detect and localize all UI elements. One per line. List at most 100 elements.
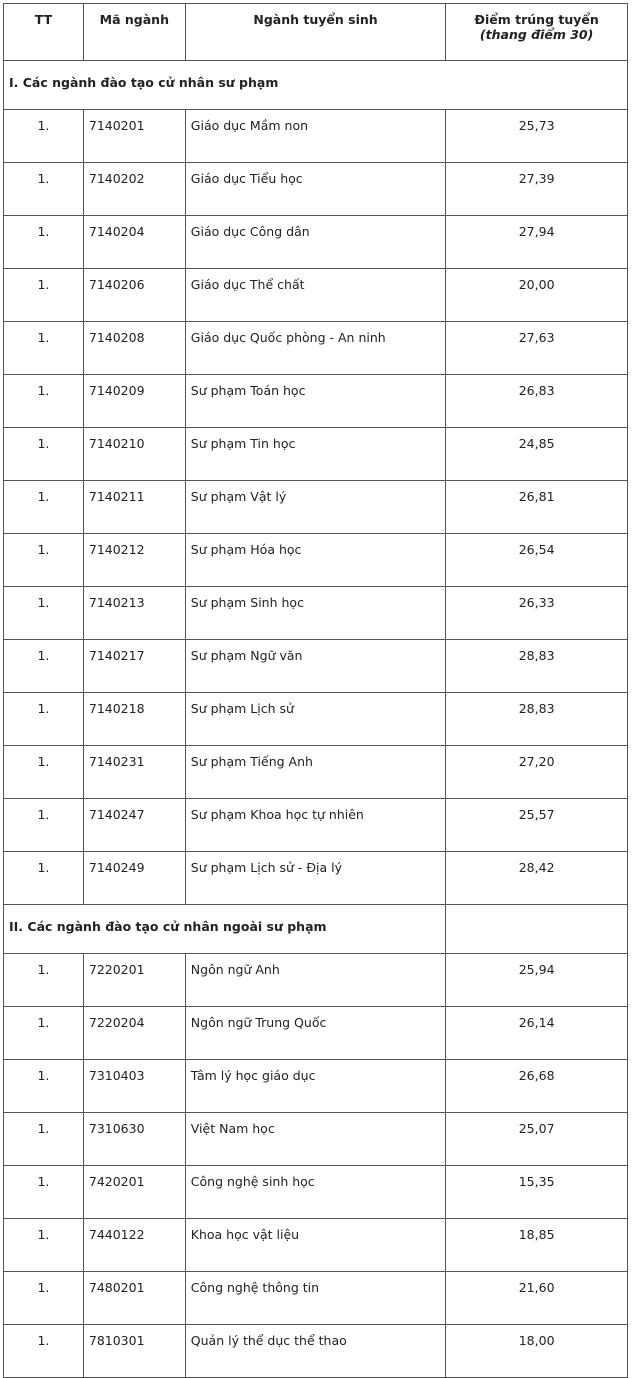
cell-major: Sư phạm Khoa học tự nhiên <box>184 798 447 852</box>
cell-code: 7140218 <box>82 692 186 746</box>
cell-major: Giáo dục Tiểu học <box>184 162 447 216</box>
cell-tt: 1. <box>3 321 84 375</box>
cell-tt: 1. <box>3 374 84 428</box>
cell-score: 28,83 <box>445 639 628 693</box>
admission-scores-table: TT Mã ngành Ngành tuyển sinh Điểm trúng … <box>2 3 628 1378</box>
table-row: 1. 7140212 Sư phạm Hóa học 26,54 <box>3 533 628 587</box>
cell-major: Sư phạm Sinh học <box>184 586 447 640</box>
cell-major: Giáo dục Công dân <box>184 215 447 269</box>
section-title: I. Các ngành đào tạo cử nhân sư phạm <box>3 60 628 110</box>
cell-score: 26,68 <box>445 1059 628 1113</box>
header-major: Ngành tuyển sinh <box>184 3 447 61</box>
cell-code: 7140211 <box>82 480 186 534</box>
table-row: 1. 7140206 Giáo dục Thể chất 20,00 <box>3 268 628 322</box>
cell-tt: 1. <box>3 586 84 640</box>
cell-code: 7140231 <box>82 745 186 799</box>
cell-score: 28,42 <box>445 851 628 905</box>
cell-score: 21,60 <box>445 1271 628 1325</box>
table-row: 1. 7440122 Khoa học vật liệu 18,85 <box>3 1218 628 1272</box>
cell-code: 7140212 <box>82 533 186 587</box>
cell-tt: 1. <box>3 109 84 163</box>
cell-major: Việt Nam học <box>184 1112 447 1166</box>
cell-major: Công nghệ sinh học <box>184 1165 447 1219</box>
cell-tt: 1. <box>3 268 84 322</box>
cell-tt: 1. <box>3 798 84 852</box>
cell-score: 27,39 <box>445 162 628 216</box>
cell-score: 26,83 <box>445 374 628 428</box>
cell-major: Sư phạm Lịch sử - Địa lý <box>184 851 447 905</box>
cell-score: 25,73 <box>445 109 628 163</box>
cell-score: 25,57 <box>445 798 628 852</box>
cell-score: 15,35 <box>445 1165 628 1219</box>
cell-major: Ngôn ngữ Anh <box>184 953 447 1007</box>
cell-code: 7440122 <box>82 1218 186 1272</box>
cell-major: Sư phạm Lịch sử <box>184 692 447 746</box>
table-row: 1. 7810301 Quản lý thể dục thể thao 18,0… <box>3 1324 628 1378</box>
cell-tt: 1. <box>3 1218 84 1272</box>
cell-code: 7140204 <box>82 215 186 269</box>
cell-major: Ngôn ngữ Trung Quốc <box>184 1006 447 1060</box>
cell-major: Sư phạm Tiếng Anh <box>184 745 447 799</box>
cell-tt: 1. <box>3 639 84 693</box>
cell-major: Tâm lý học giáo dục <box>184 1059 447 1113</box>
cell-code: 7310403 <box>82 1059 186 1113</box>
cell-tt: 1. <box>3 692 84 746</box>
table-row: 1. 7480201 Công nghệ thông tin 21,60 <box>3 1271 628 1325</box>
section-row: II. Các ngành đào tạo cử nhân ngoài sư p… <box>2 904 628 954</box>
header-row: TT Mã ngành Ngành tuyển sinh Điểm trúng … <box>3 3 628 61</box>
cell-score: 28,83 <box>445 692 628 746</box>
table-row: 1. 7140249 Sư phạm Lịch sử - Địa lý 28,4… <box>3 851 628 905</box>
cell-code: 7140209 <box>82 374 186 428</box>
cell-score: 18,85 <box>445 1218 628 1272</box>
table-row: 1. 7140247 Sư phạm Khoa học tự nhiên 25,… <box>3 798 628 852</box>
table-row: 1. 7220201 Ngôn ngữ Anh 25,94 <box>3 953 628 1007</box>
cell-score: 18,00 <box>445 1324 628 1378</box>
table-row: 1. 7140211 Sư phạm Vật lý 26,81 <box>3 480 628 534</box>
section-empty-cell <box>445 904 628 954</box>
cell-major: Quản lý thể dục thể thao <box>184 1324 447 1378</box>
cell-tt: 1. <box>3 1324 84 1378</box>
cell-code: 7140206 <box>82 268 186 322</box>
table-row: 1. 7140208 Giáo dục Quốc phòng - An ninh… <box>3 321 628 375</box>
cell-code: 7220201 <box>82 953 186 1007</box>
cell-major: Sư phạm Tin học <box>184 427 447 481</box>
cell-tt: 1. <box>3 480 84 534</box>
header-code: Mã ngành <box>82 3 186 61</box>
cell-code: 7140247 <box>82 798 186 852</box>
cell-tt: 1. <box>3 953 84 1007</box>
cell-code: 7810301 <box>82 1324 186 1378</box>
table-row: 1. 7310630 Việt Nam học 25,07 <box>3 1112 628 1166</box>
cell-tt: 1. <box>3 162 84 216</box>
table-row: 1. 7140209 Sư phạm Toán học 26,83 <box>3 374 628 428</box>
section-row: I. Các ngành đào tạo cử nhân sư phạm <box>3 60 628 110</box>
table-row: 1. 7310403 Tâm lý học giáo dục 26,68 <box>3 1059 628 1113</box>
section-title: II. Các ngành đào tạo cử nhân ngoài sư p… <box>2 904 447 954</box>
cell-score: 26,14 <box>445 1006 628 1060</box>
cell-major: Công nghệ thông tin <box>184 1271 447 1325</box>
cell-major: Sư phạm Vật lý <box>184 480 447 534</box>
header-tt: TT <box>3 3 84 61</box>
cell-tt: 1. <box>3 1059 84 1113</box>
header-score-label: Điểm trúng tuyển <box>474 12 599 27</box>
cell-major: Giáo dục Quốc phòng - An ninh <box>184 321 447 375</box>
table-row: 1. 7140213 Sư phạm Sinh học 26,33 <box>3 586 628 640</box>
cell-tt: 1. <box>3 215 84 269</box>
cell-tt: 1. <box>3 851 84 905</box>
header-score: Điểm trúng tuyển (thang điểm 30) <box>445 3 628 61</box>
cell-tt: 1. <box>3 1006 84 1060</box>
cell-code: 7140201 <box>82 109 186 163</box>
cell-score: 27,63 <box>445 321 628 375</box>
cell-code: 7480201 <box>82 1271 186 1325</box>
table-row: 1. 7140210 Sư phạm Tin học 24,85 <box>3 427 628 481</box>
table-row: 1. 7140217 Sư phạm Ngữ văn 28,83 <box>3 639 628 693</box>
cell-major: Sư phạm Toán học <box>184 374 447 428</box>
cell-code: 7420201 <box>82 1165 186 1219</box>
cell-code: 7140213 <box>82 586 186 640</box>
cell-tt: 1. <box>3 1165 84 1219</box>
cell-tt: 1. <box>3 427 84 481</box>
cell-code: 7140249 <box>82 851 186 905</box>
cell-tt: 1. <box>3 533 84 587</box>
cell-major: Sư phạm Hóa học <box>184 533 447 587</box>
cell-code: 7140210 <box>82 427 186 481</box>
cell-score: 26,54 <box>445 533 628 587</box>
